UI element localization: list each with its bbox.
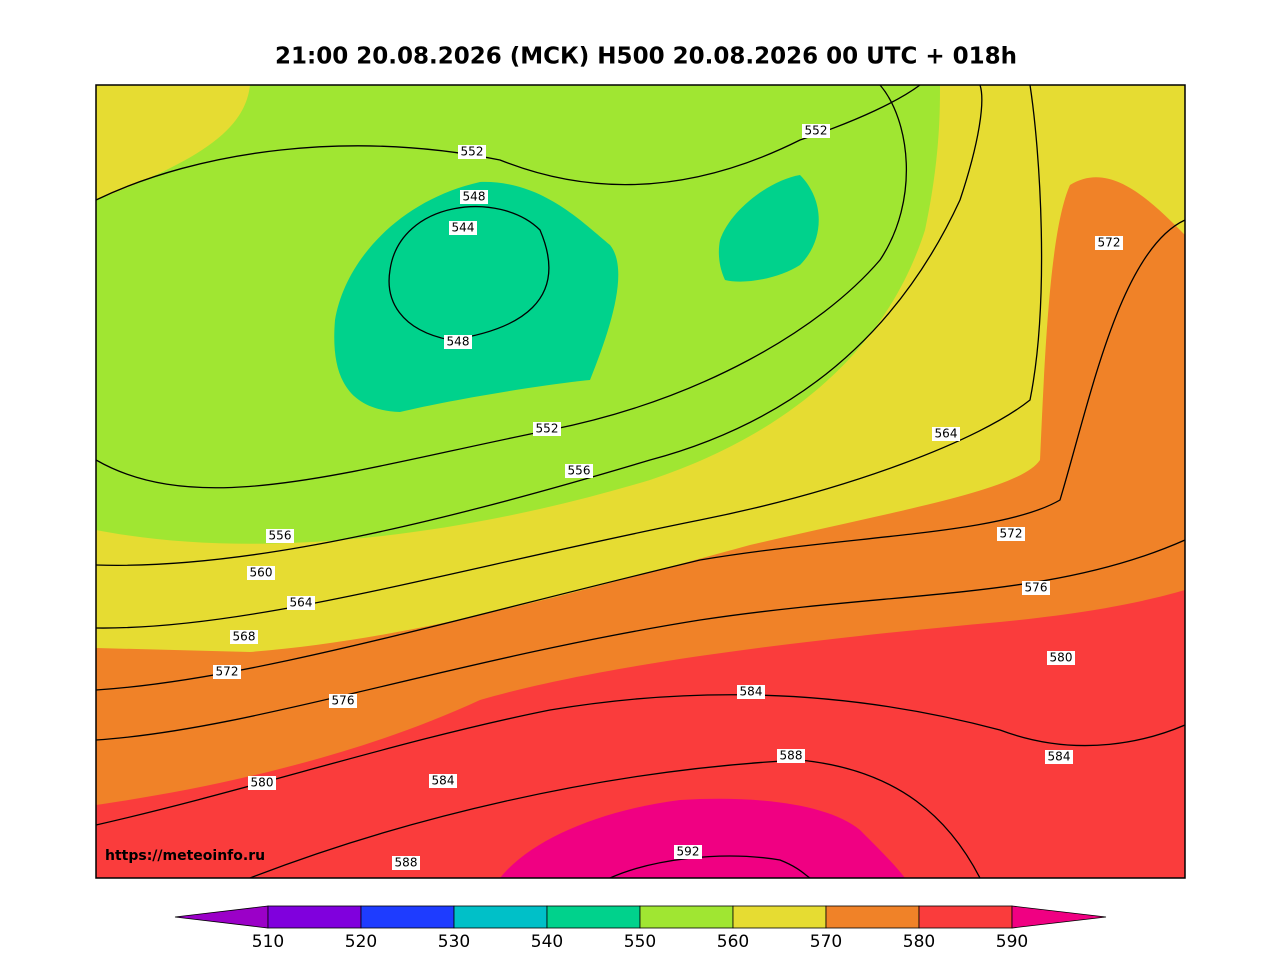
map: https://meteoinfo.ru 552 548 544 548 552 556 5…	[95, 84, 1186, 879]
colorbar-segment	[639, 905, 734, 929]
contour-label-box	[444, 335, 472, 349]
contour-label-box	[247, 566, 275, 580]
contour-label: 552	[461, 145, 484, 159]
field-590	[96, 590, 1185, 878]
contour	[96, 85, 921, 201]
contour-label-box	[932, 427, 960, 441]
contour-label-box	[429, 774, 457, 788]
colorbar-segment	[825, 905, 920, 929]
contour-label: 592	[677, 845, 700, 859]
contour-label-box	[266, 529, 294, 543]
colorbar-tick-label: 540	[531, 932, 563, 952]
contour-label: 572	[216, 665, 239, 679]
contour	[96, 85, 983, 566]
colorbar: 510 520 530 540 550 560 570 580 590	[174, 905, 1107, 952]
contour-label-box	[329, 694, 357, 708]
contour	[96, 85, 908, 489]
contour-label: 584	[432, 774, 455, 788]
title: 21:00 20.08.2026 (МСК) H500 20.08.2026 0…	[275, 44, 1017, 70]
contour	[249, 759, 981, 878]
colorbar-tick-label: 550	[624, 932, 656, 952]
contour-label: 556	[568, 464, 591, 478]
contour-label-box	[737, 685, 765, 699]
colorbar-tick-label: 530	[438, 932, 470, 952]
contour	[609, 855, 811, 878]
contour-label: 576	[1025, 581, 1048, 595]
colorbar-tick-label: 570	[810, 932, 842, 952]
colorbar-segment	[267, 905, 362, 929]
contour-label-box	[997, 527, 1025, 541]
contour-label-box	[287, 596, 315, 610]
contour-label-box	[458, 145, 486, 159]
contour-label: 580	[251, 776, 274, 790]
contour-label-box	[1095, 236, 1123, 250]
contour	[388, 205, 550, 341]
colorbar-segment	[360, 905, 455, 929]
contour-label: 584	[1048, 750, 1071, 764]
contour-label-box	[674, 845, 702, 859]
contour-label-box	[777, 749, 805, 763]
colorbar-arrow	[174, 905, 269, 929]
colorbar-tick-label: 580	[903, 932, 935, 952]
field-550	[718, 175, 819, 282]
map-frame	[95, 84, 1186, 879]
contour-label: 576	[332, 694, 355, 708]
colorbar-arrow	[1011, 905, 1107, 929]
contour	[96, 539, 1185, 741]
contour-label: 572	[1098, 236, 1121, 250]
field-600	[500, 798, 905, 878]
colorbar-tick-label: 510	[252, 932, 284, 952]
colorbar-segment	[453, 905, 548, 929]
contour-label: 552	[805, 124, 828, 138]
contour-label: 584	[740, 685, 763, 699]
colorbar-segment	[732, 905, 827, 929]
contour-label: 572	[1000, 527, 1023, 541]
contour-label: 544	[452, 221, 475, 235]
colorbar-tick-label: 520	[345, 932, 377, 952]
contour	[96, 694, 1185, 826]
contour-label-box	[802, 124, 830, 138]
contour-label-box	[213, 665, 241, 679]
colorbar-tick-label: 560	[717, 932, 749, 952]
contour-label: 548	[463, 190, 486, 204]
contour-label-box	[460, 190, 488, 204]
contour-label: 588	[780, 749, 803, 763]
contour-label: 588	[395, 856, 418, 870]
contour-label: 564	[935, 427, 958, 441]
colorbar-tick-label: 590	[996, 932, 1028, 952]
contour-label-box	[230, 630, 258, 644]
contour-label-box	[1045, 750, 1073, 764]
contour-label-box	[248, 776, 276, 790]
contour-label-box	[1047, 651, 1075, 665]
contour-label: 556	[269, 529, 292, 543]
field-570	[96, 85, 250, 200]
field-550	[334, 181, 619, 412]
contour-label-box	[449, 221, 477, 235]
contour	[96, 219, 1185, 691]
contour-label: 560	[250, 566, 273, 580]
contour-label: 552	[536, 422, 559, 436]
contour-label: 564	[290, 596, 313, 610]
watermark: https://meteoinfo.ru	[105, 848, 265, 864]
colorbar-segment	[546, 905, 641, 929]
contour-label: 548	[447, 335, 470, 349]
contour-label: 580	[1050, 651, 1073, 665]
contour-label-box	[1022, 581, 1050, 595]
contour-label-box	[565, 464, 593, 478]
colorbar-segment	[918, 905, 1013, 929]
contour-label-box	[533, 422, 561, 436]
contour-label-box	[392, 856, 420, 870]
contour-label: 568	[233, 630, 256, 644]
